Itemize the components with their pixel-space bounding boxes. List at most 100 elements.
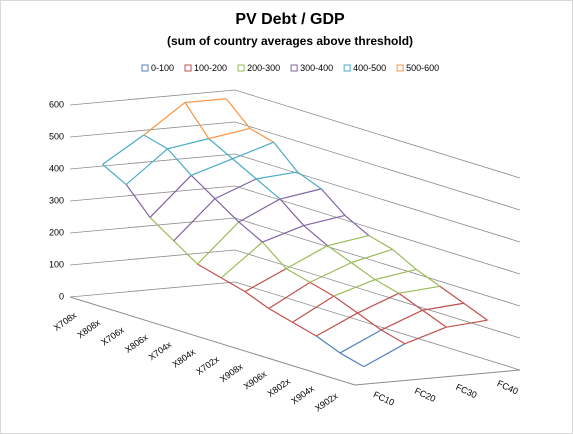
surface-edge xyxy=(220,277,246,293)
surface-edge xyxy=(244,268,287,293)
surface-edge xyxy=(244,291,270,310)
surface-edge xyxy=(374,279,400,294)
surface-edge xyxy=(249,127,275,143)
legend-label: 400-500 xyxy=(353,63,386,73)
y-tick-label: 400 xyxy=(49,163,64,173)
surface-edge xyxy=(350,262,376,281)
y-tick-label: 300 xyxy=(49,195,64,205)
surface-edge xyxy=(327,245,352,264)
surface-edge xyxy=(368,235,393,250)
surface-edge xyxy=(184,98,227,104)
surface-edge xyxy=(214,198,240,223)
surface-edge xyxy=(197,263,222,279)
surface-edge xyxy=(220,241,263,279)
surface-edge xyxy=(255,178,281,200)
surface-edge xyxy=(238,198,281,223)
surface-edge xyxy=(315,312,358,337)
surface-edge xyxy=(357,292,400,314)
surface-edge xyxy=(232,158,257,180)
surface-edge xyxy=(446,319,488,328)
surface-edge xyxy=(149,217,175,242)
surface-edge xyxy=(262,225,304,243)
surface-edge xyxy=(143,134,168,150)
legend-swatch xyxy=(396,64,404,72)
surface-edge xyxy=(268,308,293,323)
surface-edge xyxy=(339,352,365,368)
surface-edge xyxy=(102,163,127,185)
surface-edge xyxy=(422,309,447,328)
y-tick-label: 100 xyxy=(49,259,64,269)
surface-edge xyxy=(197,221,240,265)
surface-edge xyxy=(404,326,447,345)
legend-swatch xyxy=(343,64,351,72)
grid-line xyxy=(69,153,521,243)
surface-edge xyxy=(303,225,328,247)
surface-edge xyxy=(279,188,322,200)
surface-edge xyxy=(374,268,417,281)
surface-edge xyxy=(357,312,382,331)
legend-swatch xyxy=(237,64,245,72)
chart-subtitle: (sum of country averages above threshold… xyxy=(167,34,413,48)
surface-edge xyxy=(351,248,393,264)
surface-edge xyxy=(256,171,298,180)
surface-edge xyxy=(309,281,335,297)
surface-edge xyxy=(125,148,168,185)
legend-label: 100-200 xyxy=(194,63,227,73)
y-tick-label: 500 xyxy=(49,131,64,141)
legend-swatch xyxy=(290,64,298,72)
surface-edge xyxy=(380,309,423,331)
axis-line xyxy=(354,369,521,386)
surface-edge xyxy=(392,248,417,270)
surface-edge xyxy=(167,138,209,150)
surface-edge xyxy=(309,262,352,283)
surface-edge xyxy=(262,241,287,270)
surface-edge xyxy=(398,292,423,311)
surface-edge xyxy=(320,188,346,216)
surface-edge xyxy=(143,102,186,136)
surface-edge xyxy=(214,178,257,200)
grid-line xyxy=(69,121,521,211)
surface-edge xyxy=(184,102,210,139)
legend-label: 500-600 xyxy=(406,63,439,73)
surface-edge xyxy=(102,134,145,165)
surface-edge xyxy=(303,214,346,227)
surface-edge xyxy=(149,174,192,218)
surface-edge xyxy=(125,184,151,218)
surface-edge xyxy=(344,214,370,236)
surface-edge xyxy=(173,198,216,242)
surface-edge xyxy=(333,295,358,314)
surface-edge xyxy=(439,285,465,304)
surface-edge xyxy=(167,148,192,176)
surface-edge xyxy=(327,234,369,247)
surface-edge xyxy=(285,268,311,283)
surface-edge xyxy=(191,158,233,176)
surface-edge xyxy=(463,302,488,321)
surface-edge xyxy=(208,138,233,160)
surface-edge xyxy=(297,171,322,190)
surface-edge xyxy=(315,335,341,354)
grid-line xyxy=(69,249,521,339)
surface-edge xyxy=(333,279,376,297)
legend-label: 0-100 xyxy=(151,63,174,73)
surface-edge xyxy=(398,285,441,294)
legend-label: 200-300 xyxy=(247,63,280,73)
y-tick-label: 600 xyxy=(49,99,64,109)
surface-edge xyxy=(292,321,317,337)
surface-edge xyxy=(422,302,464,311)
grid-line xyxy=(69,89,521,179)
surface-edge xyxy=(415,268,441,287)
surface-edge xyxy=(173,240,198,265)
surface-edge xyxy=(279,198,305,226)
surface-edge xyxy=(292,295,335,323)
y-tick-label: 200 xyxy=(49,227,64,237)
legend: 0-100 100-200 200-300 300-400 400-500 500-600 xyxy=(141,63,439,73)
surface-edge xyxy=(363,343,406,368)
grid-line xyxy=(69,185,521,275)
surface-edge xyxy=(232,141,274,160)
surface-edge xyxy=(268,281,311,310)
surface-edge xyxy=(190,174,216,200)
surface-edge xyxy=(380,329,406,345)
legend-swatch xyxy=(184,64,192,72)
